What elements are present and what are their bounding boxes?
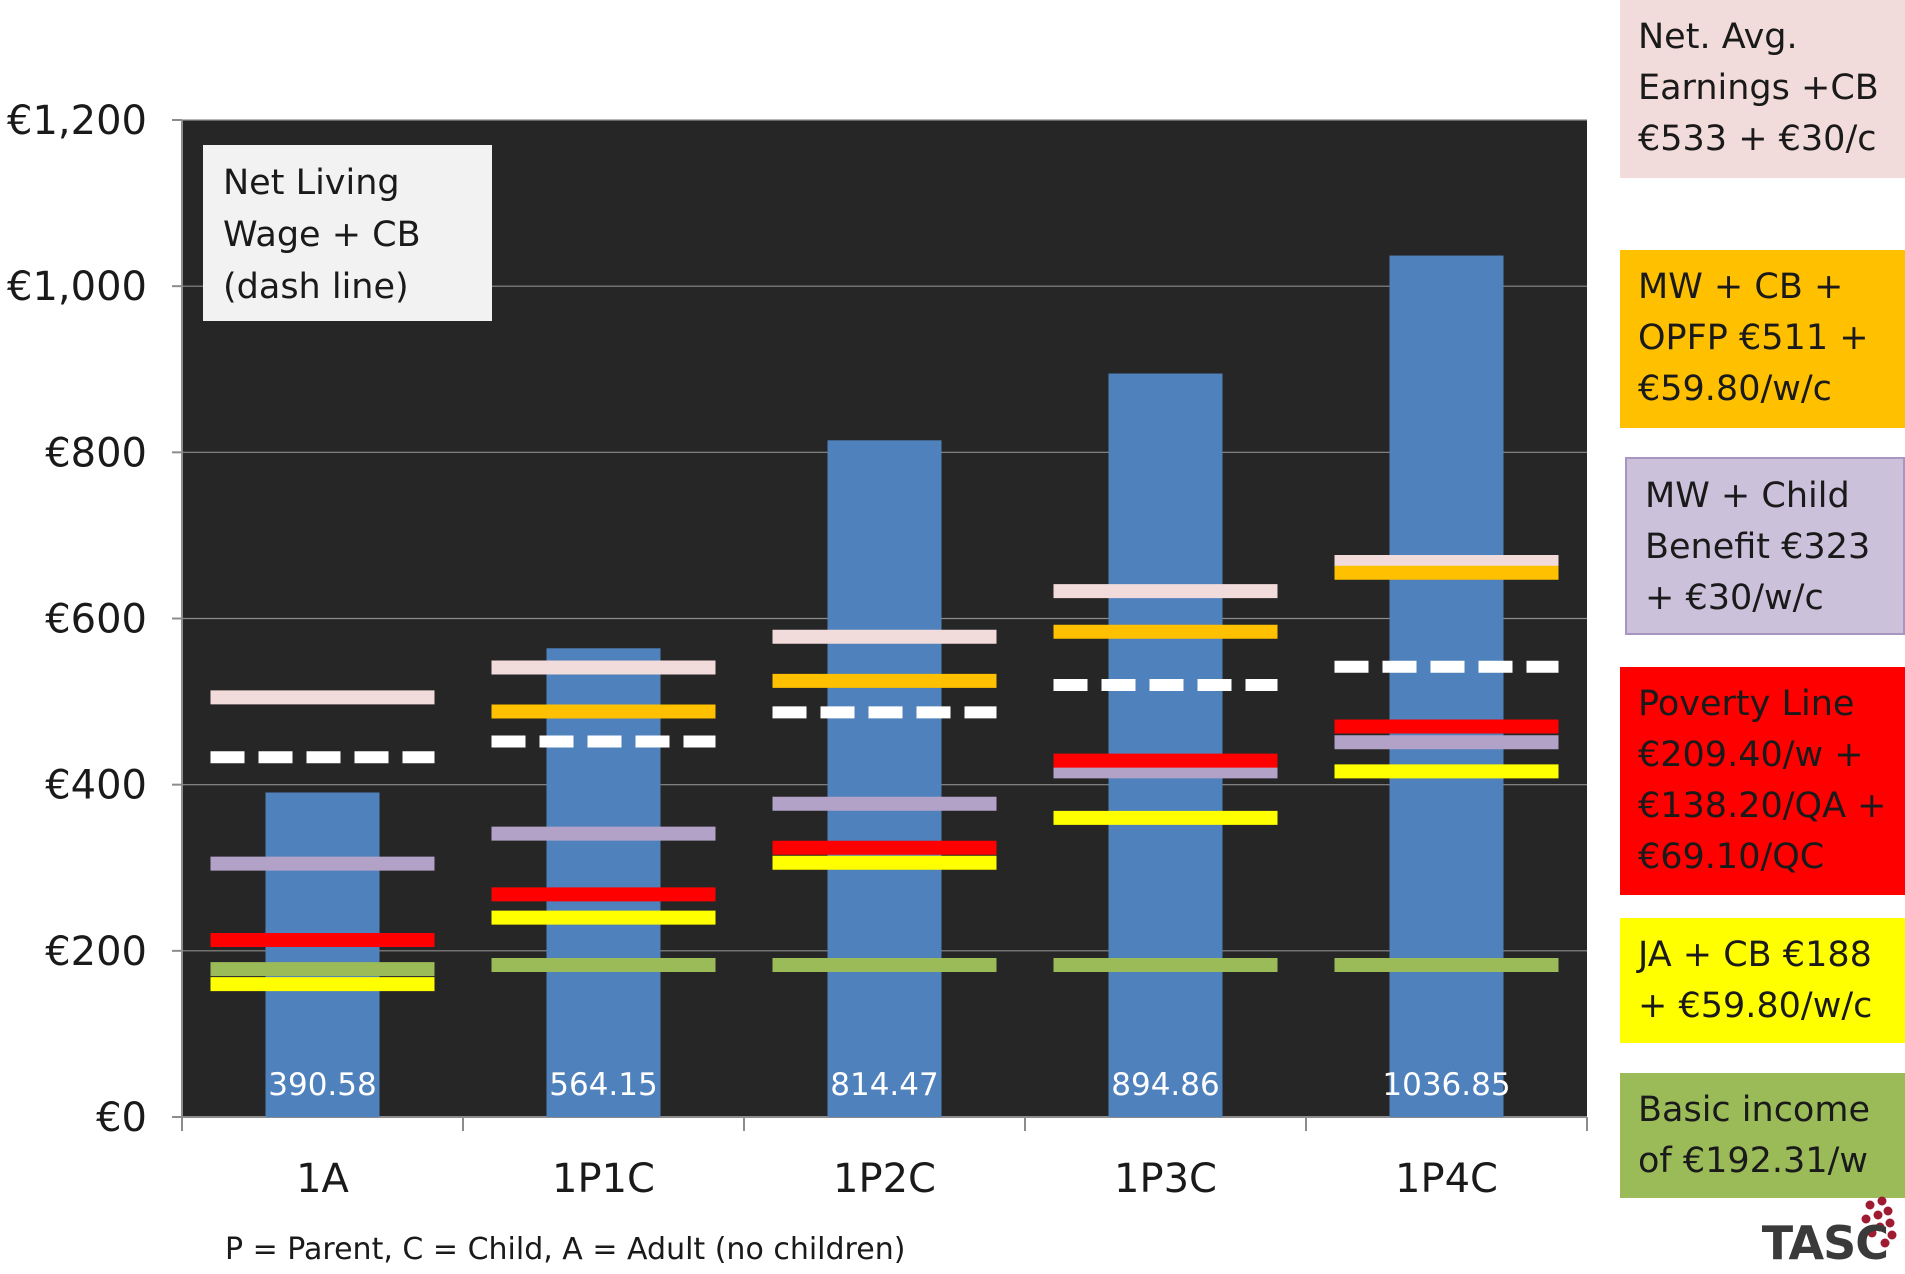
y-tick-label: €800 bbox=[45, 430, 147, 476]
legend-ja-cb: JA + CB €188 + €59.80/w/c bbox=[1620, 918, 1905, 1043]
logo-dot bbox=[1877, 1196, 1887, 1206]
bar-1P1C bbox=[546, 648, 661, 1117]
legend-mw-cb-opfp: MW + CB + OPFP €511 + €59.80/w/c bbox=[1620, 250, 1905, 428]
legend-mw-child-benefit: MW + Child Benefit €323 + €30/w/c bbox=[1625, 457, 1905, 635]
bar-1P3C bbox=[1108, 373, 1223, 1117]
value-label: 1036.85 bbox=[1382, 1067, 1510, 1103]
value-label: 814.47 bbox=[830, 1067, 938, 1103]
bar-1A bbox=[265, 792, 380, 1117]
logo-dot bbox=[1867, 1228, 1877, 1238]
logo-dot bbox=[1880, 1238, 1890, 1248]
legend-poverty-line: Poverty Line €209.40/w + €138.20/QA + €6… bbox=[1620, 667, 1905, 895]
bar-1P4C bbox=[1389, 255, 1504, 1117]
logo-dot bbox=[1887, 1230, 1897, 1240]
x-tick-label: 1P4C bbox=[1395, 1156, 1498, 1202]
logo-dot bbox=[1875, 1222, 1885, 1232]
y-tick-label: €600 bbox=[45, 597, 147, 643]
value-label: 564.15 bbox=[549, 1067, 657, 1103]
logo-dot bbox=[1865, 1200, 1875, 1210]
x-tick-label: 1P2C bbox=[833, 1156, 936, 1202]
logo-dot bbox=[1885, 1218, 1895, 1228]
bars bbox=[265, 255, 1504, 1118]
logo-dots-icon bbox=[1861, 1196, 1897, 1248]
inset-note: Net Living Wage + CB (dash line) bbox=[203, 145, 492, 321]
tasc-logo: TASC bbox=[1740, 1195, 1900, 1270]
reference-lines bbox=[210, 555, 1559, 992]
y-tick-label: €0 bbox=[96, 1095, 147, 1141]
y-tick-label: €1,200 bbox=[7, 98, 147, 144]
legend-net-avg-earnings: Net. Avg. Earnings +CB €533 + €30/c bbox=[1620, 0, 1905, 178]
x-tick-label: 1P3C bbox=[1114, 1156, 1217, 1202]
value-label: 390.58 bbox=[268, 1067, 376, 1103]
y-tick-labels: €0 €200 €400 €600 €800 €1,000 €1,200 bbox=[7, 98, 147, 1141]
logo-dot bbox=[1883, 1206, 1893, 1216]
value-labels: 390.58 564.15 814.47 894.86 1036.85 bbox=[268, 1067, 1510, 1103]
x-tick-label: 1A bbox=[296, 1156, 349, 1202]
logo-dot bbox=[1873, 1210, 1883, 1220]
footnote: P = Parent, C = Child, A = Adult (no chi… bbox=[225, 1232, 906, 1267]
legend-basic-income: Basic income of €192.31/w bbox=[1620, 1073, 1905, 1198]
value-label: 894.86 bbox=[1111, 1067, 1219, 1103]
bar-1P2C bbox=[827, 440, 942, 1118]
y-tick-label: €200 bbox=[45, 929, 147, 975]
logo-text: TASC bbox=[1761, 1216, 1889, 1270]
x-tick-labels: 1A 1P1C 1P2C 1P3C 1P4C bbox=[296, 1156, 1498, 1202]
logo-dot bbox=[1861, 1214, 1871, 1224]
x-tick-label: 1P1C bbox=[552, 1156, 655, 1202]
y-tick-label: €400 bbox=[45, 763, 147, 809]
y-tick-label: €1,000 bbox=[7, 264, 147, 310]
